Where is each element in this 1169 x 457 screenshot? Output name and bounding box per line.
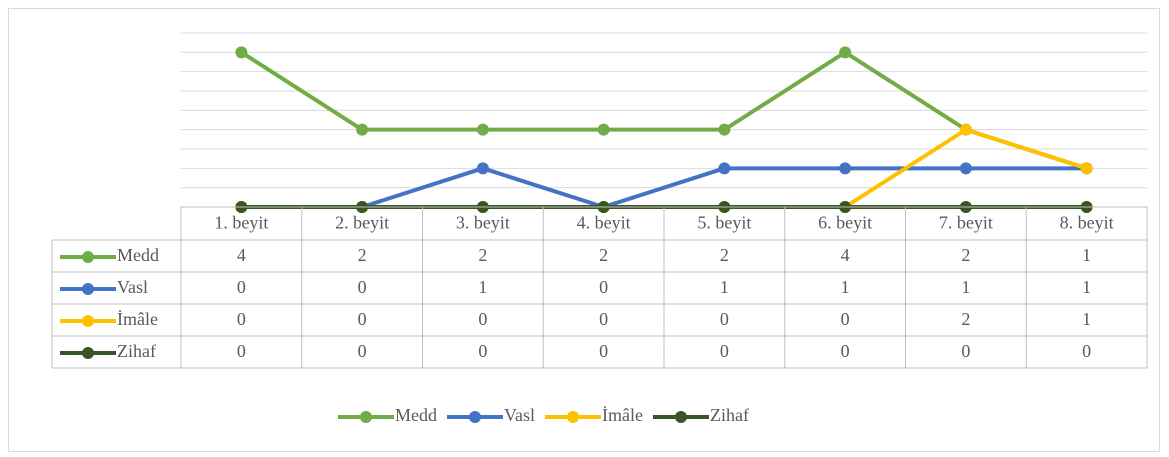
table-row-label: Zihaf — [117, 341, 156, 361]
table-cell: 0 — [237, 277, 246, 297]
table-cell: 2 — [478, 245, 487, 265]
table-swatch-marker — [82, 283, 94, 295]
data-point — [476, 162, 489, 175]
table-cell: 1 — [1082, 309, 1091, 329]
table-cell: 1 — [1082, 245, 1091, 265]
table-cell: 0 — [358, 309, 367, 329]
legend-label: Vasl — [504, 405, 535, 425]
table-cell: 0 — [720, 341, 729, 361]
chart-border — [8, 8, 1160, 452]
table-cell: 2 — [358, 245, 367, 265]
x-tick-label: 7. beyit — [939, 213, 993, 233]
legend-label: İmâle — [602, 405, 643, 425]
legend-label: Medd — [395, 405, 437, 425]
table-row-label: Medd — [117, 245, 159, 265]
table-cell: 0 — [358, 341, 367, 361]
data-point — [959, 162, 972, 175]
data-point — [718, 123, 731, 136]
data-point — [235, 46, 248, 59]
legend-marker — [674, 411, 687, 423]
x-tick-label: 8. beyit — [1060, 213, 1114, 233]
table-cell: 0 — [358, 277, 367, 297]
x-tick-label: 3. beyit — [456, 213, 510, 233]
table-cell: 2 — [961, 245, 970, 265]
table-row-label: İmâle — [117, 309, 158, 329]
data-point — [718, 162, 731, 175]
series-line — [240, 50, 1088, 171]
table-swatch-marker — [82, 347, 94, 359]
table-cell: 0 — [841, 341, 850, 361]
series-line — [241, 166, 1087, 209]
x-tick-label: 5. beyit — [697, 213, 751, 233]
table-cell: 1 — [720, 277, 729, 297]
table-swatch-marker — [82, 251, 94, 263]
table-cell: 2 — [720, 245, 729, 265]
x-tick-label: 1. beyit — [214, 213, 268, 233]
table-cell: 4 — [841, 245, 850, 265]
table-cell: 2 — [961, 309, 970, 329]
legend-marker — [567, 411, 579, 423]
table-cell: 0 — [1082, 341, 1091, 361]
x-tick-label: 2. beyit — [335, 213, 389, 233]
data-point — [839, 46, 852, 59]
table-cell: 1 — [1082, 277, 1091, 297]
table-swatch-marker — [82, 315, 94, 327]
x-tick-label: 6. beyit — [818, 213, 872, 233]
data-point — [1080, 162, 1093, 175]
table-cell: 0 — [237, 341, 246, 361]
table-cell: 0 — [720, 309, 729, 329]
table-cell: 0 — [841, 309, 850, 329]
table-cell: 0 — [478, 309, 487, 329]
x-tick-label: 4. beyit — [577, 213, 631, 233]
table-cell: 2 — [599, 245, 608, 265]
legend-marker — [469, 411, 481, 423]
data-point — [839, 162, 852, 175]
legend-marker — [360, 411, 372, 423]
table-cell: 0 — [961, 341, 970, 361]
table-cell: 0 — [599, 277, 608, 297]
table-cell: 4 — [237, 245, 246, 265]
table-row-label: Vasl — [117, 277, 148, 297]
table-cell: 0 — [599, 341, 608, 361]
table-cell: 1 — [841, 277, 850, 297]
table-cell: 0 — [599, 309, 608, 329]
data-point — [597, 123, 610, 136]
data-point — [959, 123, 972, 136]
table-cell: 1 — [478, 277, 487, 297]
table-cell: 0 — [478, 341, 487, 361]
data-point — [356, 123, 369, 136]
table-cell: 1 — [961, 277, 970, 297]
data-point — [476, 123, 489, 136]
legend-label: Zihaf — [710, 405, 749, 425]
table-cell: 0 — [237, 309, 246, 329]
